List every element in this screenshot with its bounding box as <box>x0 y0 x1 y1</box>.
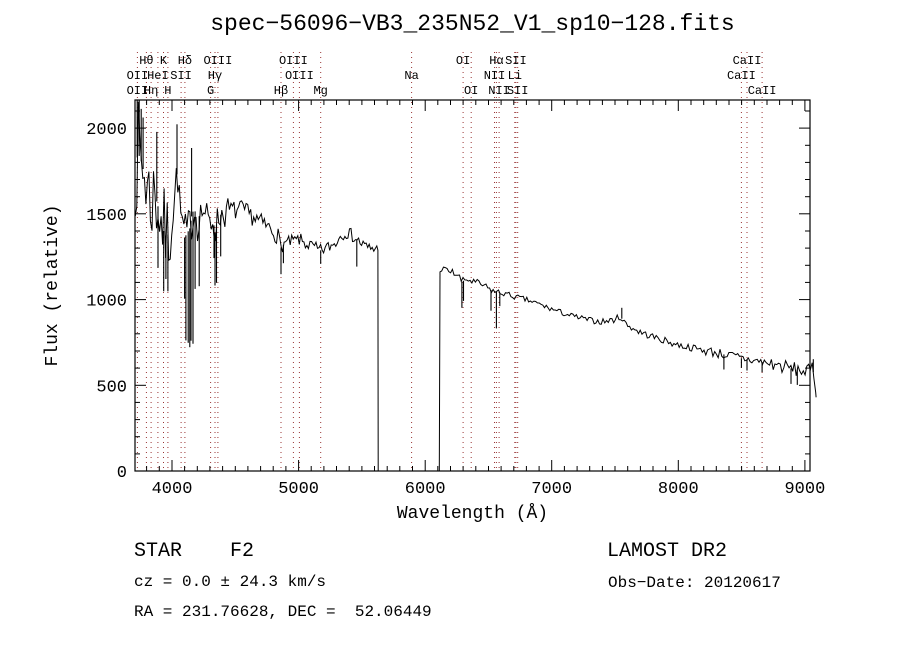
line-id-label: K <box>160 54 168 68</box>
line-id-label: OI <box>464 84 478 98</box>
spectrum-trace <box>134 100 817 472</box>
line-id-label: OIII <box>203 54 232 68</box>
x-tick-label: 6000 <box>405 480 446 499</box>
axis-titles: Wavelength (Å) Flux (relative) <box>43 204 548 524</box>
line-id-label: Hβ <box>274 84 288 98</box>
y-axis-title: Flux (relative) <box>43 204 63 366</box>
line-id-label: OIII <box>279 54 308 68</box>
x-tick-label: 9000 <box>784 480 825 499</box>
y-tick-label: 1000 <box>86 293 127 312</box>
line-id-label: Hα <box>489 54 503 68</box>
line-id-label: CaII <box>727 69 756 83</box>
x-tick-labels: 4000 5000 6000 7000 8000 9000 <box>152 480 826 499</box>
line-id-label: Hη <box>144 84 158 98</box>
line-id-label: OII <box>127 69 149 83</box>
y-tick-label: 2000 <box>86 121 127 140</box>
line-id-label: OI <box>456 54 470 68</box>
x-tick-label: 8000 <box>658 480 699 499</box>
line-id-label: Mg <box>313 84 327 98</box>
line-id-label: Na <box>404 69 418 83</box>
spectral-line-markers <box>136 52 763 471</box>
x-tick-label: 5000 <box>278 480 319 499</box>
y-tick-label: 500 <box>96 378 127 397</box>
survey-label: LAMOST DR2 <box>607 540 728 563</box>
line-id-label: Hδ <box>178 54 192 68</box>
y-tick-label: 0 <box>117 464 127 483</box>
line-id-label: OII <box>127 84 149 98</box>
line-id-label: H <box>164 84 171 98</box>
radial-velocity-label: cz = 0.0 ± 24.3 km/s <box>134 573 327 591</box>
line-id-label: Hθ <box>139 54 153 68</box>
line-id-label: NII <box>484 69 506 83</box>
line-id-label: CaII <box>733 54 762 68</box>
line-id-label: SII <box>170 69 192 83</box>
line-id-label: OIII <box>285 69 314 83</box>
line-id-label: Li <box>508 69 522 83</box>
x-tick-label: 7000 <box>531 480 572 499</box>
axis-ticks <box>135 100 810 472</box>
classification-label: STAR F2 <box>134 540 255 563</box>
line-id-label: CaII <box>748 84 777 98</box>
page-title: spec−56096−VB3_235N52_V1_sp10−128.fits <box>210 11 735 37</box>
line-id-label: G <box>207 84 214 98</box>
x-axis-title: Wavelength (Å) <box>397 503 548 524</box>
plot-frame-group <box>134 99 811 472</box>
y-tick-label: 1500 <box>86 207 127 226</box>
line-id-label: HeI <box>147 69 169 83</box>
obs-date-label: Obs−Date: 20120617 <box>608 574 781 592</box>
line-id-label: SII <box>507 84 529 98</box>
x-tick-label: 4000 <box>152 480 193 499</box>
line-id-label: Hγ <box>208 69 222 83</box>
line-id-label: SII <box>505 54 527 68</box>
ra-dec-label: RA = 231.76628, DEC = 52.06449 <box>134 603 432 621</box>
line-id-label: NII <box>488 84 510 98</box>
plot-frame <box>134 99 811 472</box>
y-tick-labels: 0 500 1000 1500 2000 <box>86 121 127 483</box>
spectrum-path <box>134 101 817 472</box>
